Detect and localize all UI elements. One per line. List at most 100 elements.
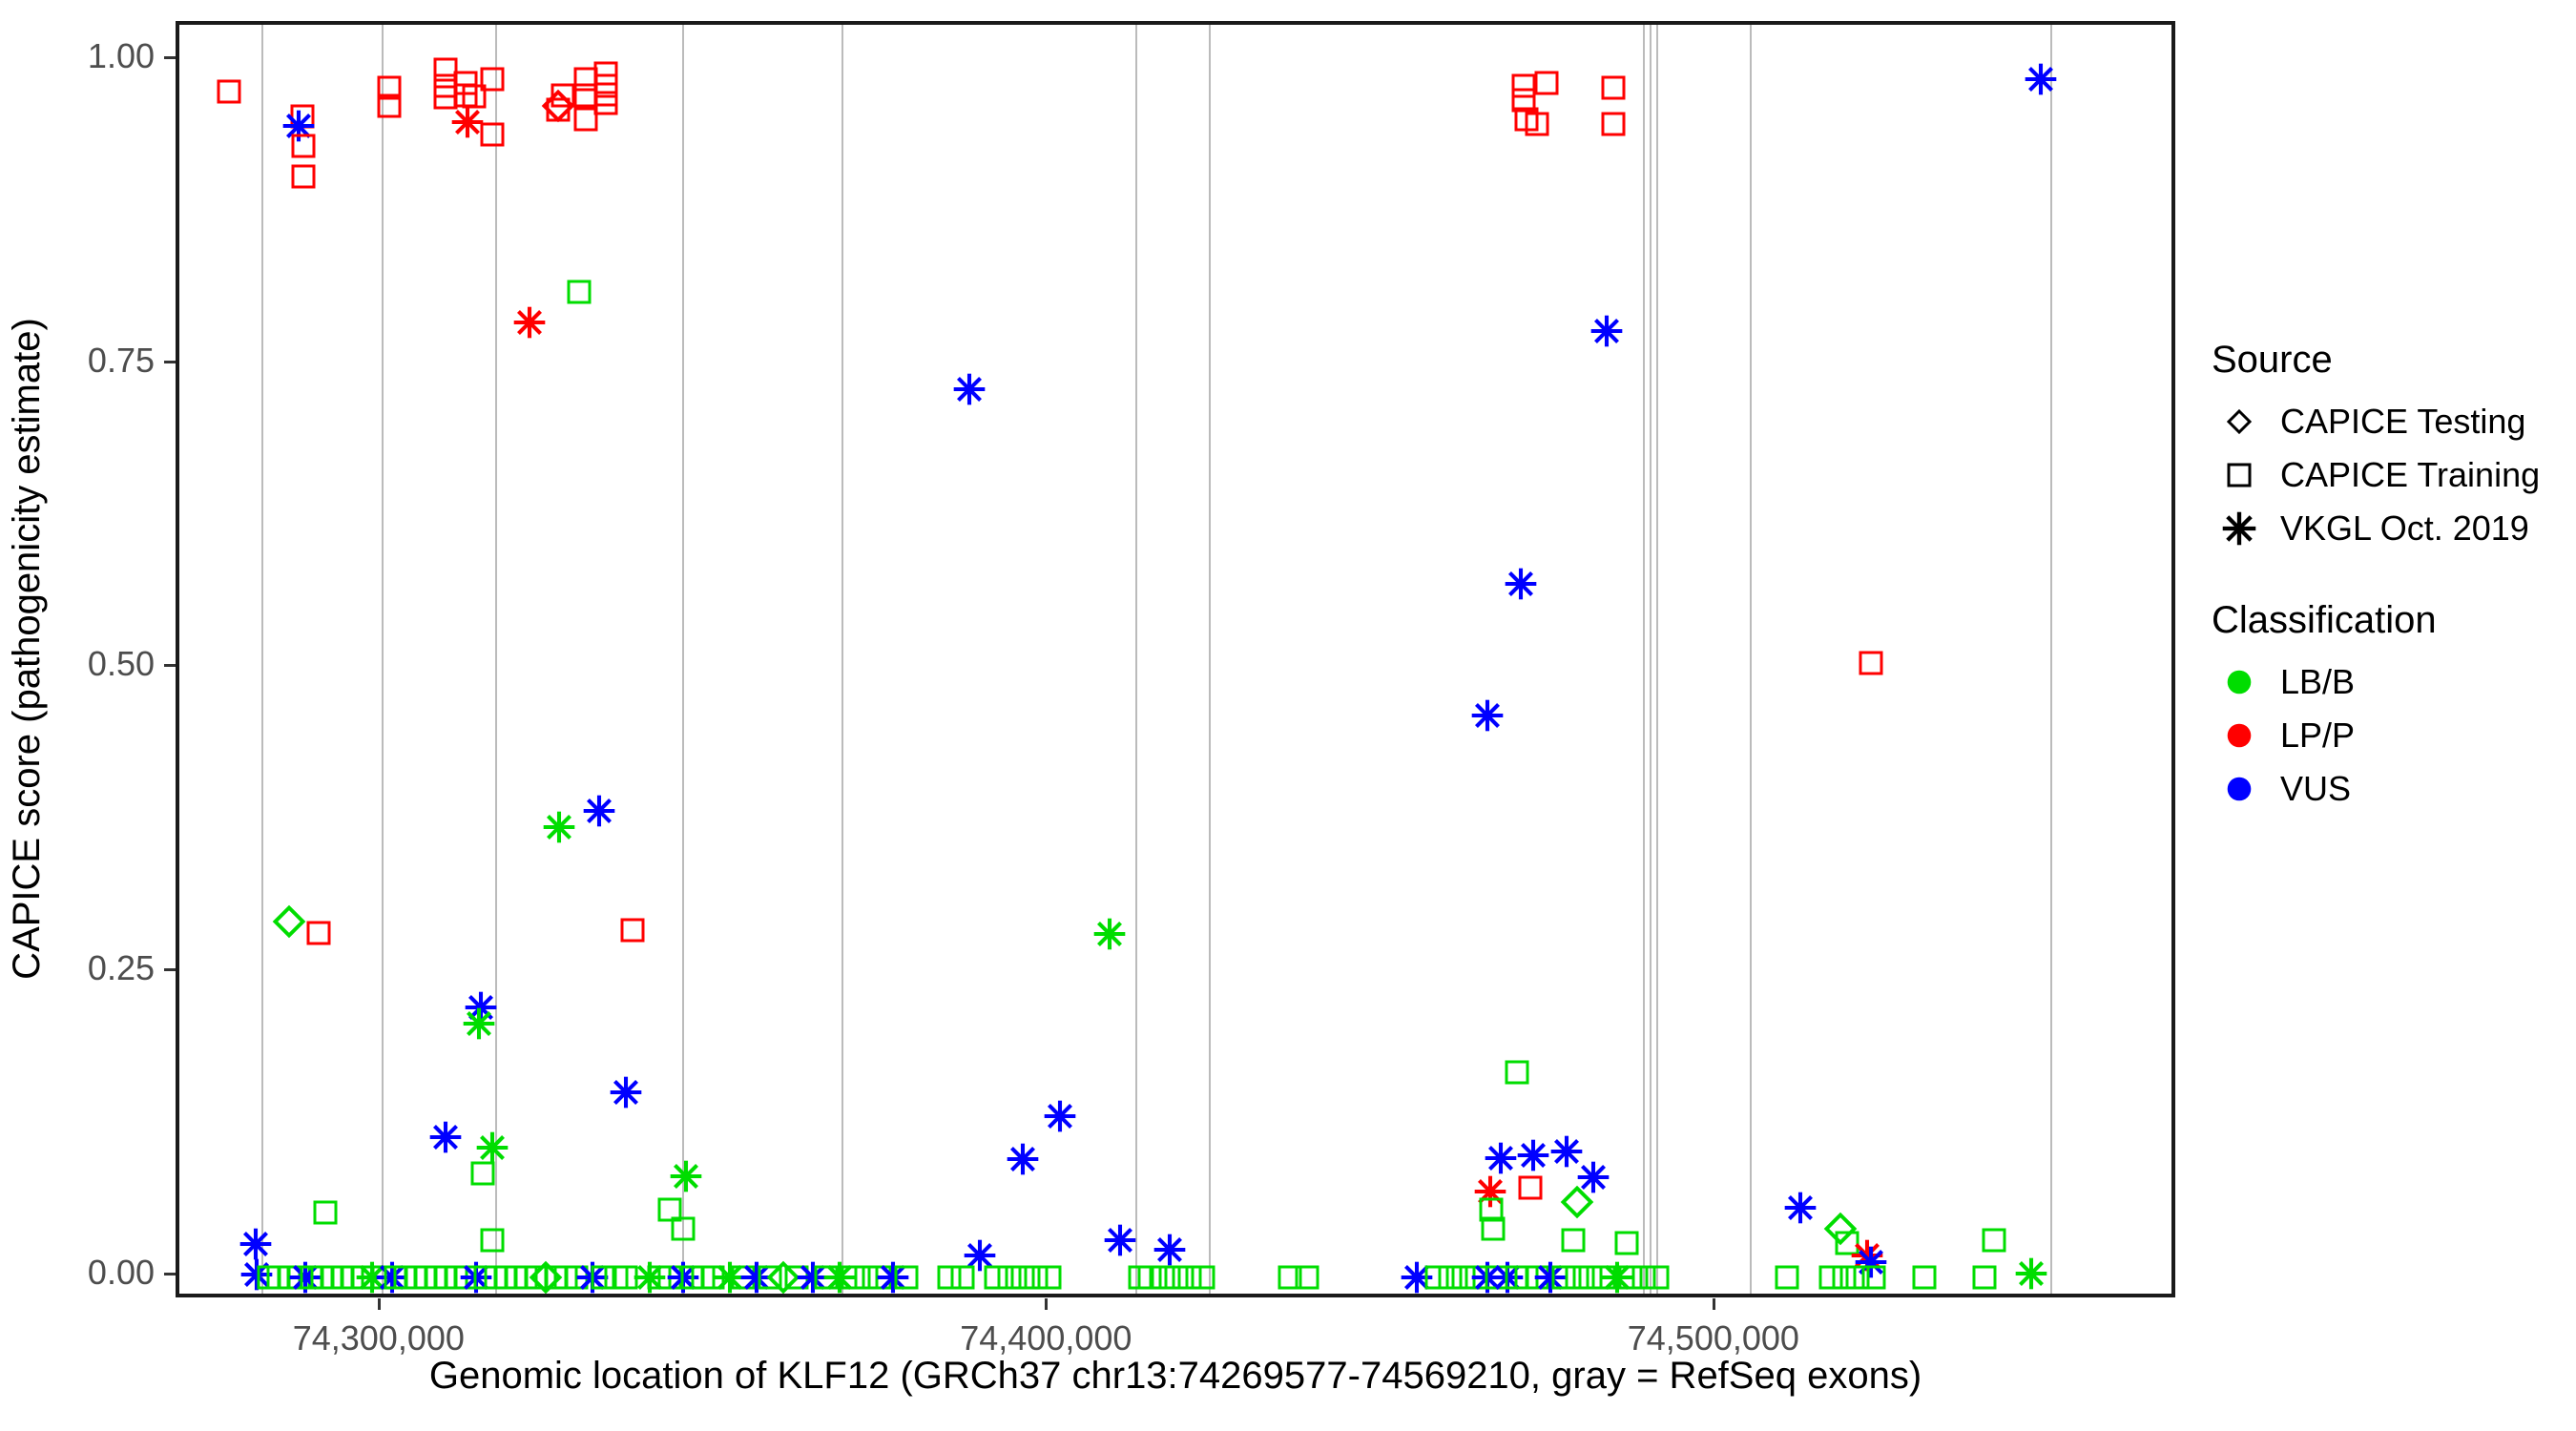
circle-icon (2212, 762, 2267, 816)
data-point (1590, 315, 1623, 347)
data-point (766, 1260, 800, 1294)
y-tick-mark (164, 967, 176, 971)
data-point (291, 134, 316, 158)
data-point (1093, 918, 1126, 950)
legend-item-capice-testing[interactable]: CAPICE Testing (2212, 395, 2576, 448)
data-point (964, 1239, 996, 1272)
data-point (470, 1161, 495, 1186)
plot-panel (176, 21, 2175, 1297)
data-point (476, 1131, 509, 1164)
data-point (1024, 1265, 1049, 1290)
data-point (1818, 1265, 1843, 1290)
legend-item-vus[interactable]: VUS (2212, 762, 2576, 816)
data-point (377, 93, 402, 118)
legend-title: Classification (2212, 599, 2437, 641)
data-point (1424, 1265, 1449, 1290)
data-point (1151, 1265, 1175, 1290)
data-point (1560, 1185, 1594, 1218)
data-point (217, 79, 241, 104)
data-point (1618, 1265, 1643, 1290)
x-axis-title: Genomic location of KLF12 (GRCh37 chr13:… (428, 1354, 1922, 1397)
legend-block-classification: Classification LB/B LP/P VUS (2212, 599, 2576, 816)
data-point (877, 1261, 909, 1294)
data-point (1578, 1265, 1603, 1290)
data-point (377, 75, 402, 100)
data-point (2015, 1257, 2047, 1290)
data-point (1861, 1265, 1886, 1290)
data-point (1153, 1234, 1186, 1266)
data-point (2025, 63, 2057, 95)
data-point (429, 1121, 462, 1153)
legend-label: LB/B (2280, 662, 2356, 701)
data-point (1912, 1265, 1937, 1290)
data-point (657, 1197, 682, 1222)
data-point (1565, 1265, 1589, 1290)
exon-line (1642, 25, 1645, 1294)
data-point (583, 795, 615, 827)
data-point (1577, 1161, 1610, 1193)
data-point (291, 164, 316, 189)
data-point (854, 1265, 879, 1290)
data-point (1479, 1197, 1504, 1222)
data-point (1534, 71, 1559, 95)
data-point (1982, 1228, 2006, 1253)
data-point (593, 91, 618, 115)
data-point (671, 1216, 696, 1241)
data-point (591, 1265, 615, 1290)
data-point (1550, 1135, 1583, 1168)
data-point (1295, 1265, 1319, 1290)
exon-line (1135, 25, 1138, 1294)
data-point (1518, 1175, 1543, 1200)
data-point (272, 905, 306, 939)
legend-item-vkgl-oct-2019[interactable]: VKGL Oct. 2019 (2212, 502, 2576, 555)
exon-line (1655, 25, 1658, 1294)
data-point (714, 1261, 746, 1294)
data-point (543, 811, 575, 843)
data-point (758, 1265, 782, 1290)
asterisk-icon (2212, 502, 2267, 555)
data-point (1505, 1060, 1529, 1085)
data-point (1561, 1228, 1586, 1253)
x-tick-mark (377, 1298, 381, 1310)
data-point (841, 1265, 865, 1290)
legend-label: CAPICE Training (2280, 455, 2541, 494)
data-point (1044, 1100, 1076, 1132)
legend-block-source: Source CAPICE Testing CAPICE Training VKGL … (2212, 339, 2576, 555)
data-point (433, 57, 458, 82)
exon-line (494, 25, 497, 1294)
data-point (1823, 1212, 1858, 1245)
y-tick-mark (164, 360, 176, 363)
legend-label: LP/P (2280, 716, 2356, 755)
data-point (513, 306, 546, 339)
legend-label: VKGL Oct. 2019 (2280, 508, 2529, 548)
data-point (1485, 1142, 1517, 1174)
data-point (670, 1160, 702, 1192)
data-point (1601, 75, 1626, 100)
circle-icon (2212, 709, 2267, 762)
legend-label: VUS (2280, 769, 2352, 808)
data-point (1784, 1192, 1817, 1224)
legend-label: CAPICE Testing (2280, 402, 2526, 441)
x-tick-label: 74,400,000 (960, 1318, 1132, 1358)
legend-area: Source CAPICE Testing CAPICE Training VKGL … (2212, 339, 2576, 860)
exon-line (681, 25, 684, 1294)
exon-line (1209, 25, 1212, 1294)
legend-item-lp-p[interactable]: LP/P (2212, 709, 2576, 762)
legend-item-lb-b[interactable]: LB/B (2212, 655, 2576, 709)
data-point (1007, 1143, 1039, 1175)
data-point (1191, 1265, 1215, 1290)
data-point (997, 1265, 1022, 1290)
y-tick-mark (164, 664, 176, 668)
data-point (1832, 1265, 1857, 1290)
y-tick-label: 0.75 (87, 340, 155, 380)
y-tick-label: 0.00 (87, 1252, 155, 1292)
legend-item-capice-training[interactable]: CAPICE Training (2212, 448, 2576, 502)
data-point (1511, 88, 1536, 113)
data-point (620, 918, 645, 943)
data-point (451, 106, 484, 138)
y-tick-label: 1.00 (87, 36, 155, 76)
data-point (894, 1265, 919, 1290)
data-point (1972, 1265, 1997, 1290)
data-point (567, 280, 592, 304)
data-point (1631, 1265, 1656, 1290)
